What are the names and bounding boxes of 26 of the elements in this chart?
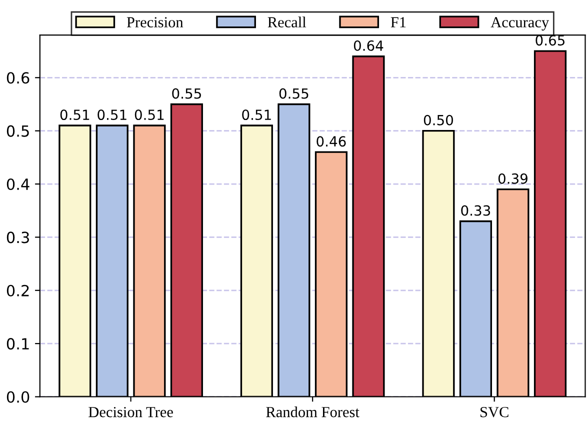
data-label: 0.51 (60, 110, 90, 120)
data-label: 0.55 (172, 88, 201, 99)
data-label: 0.65 (536, 35, 564, 46)
y-tick-label: 0.0 (6, 391, 30, 403)
data-label: 0.64 (354, 40, 384, 51)
legend-label: Recall (268, 16, 306, 28)
data-label: 0.55 (279, 88, 308, 99)
y-tick-label: 0.5 (6, 125, 29, 137)
x-tick-label: Random Forest (266, 406, 360, 418)
y-tick-label: 0.3 (6, 232, 29, 244)
data-label: 0.33 (461, 205, 490, 216)
data-label: 0.46 (316, 136, 346, 147)
data-label: 0.51 (134, 110, 164, 120)
x-tick-label: Decision Tree (88, 406, 173, 418)
y-tick-label: 0.4 (6, 178, 30, 190)
y-tick-label: 0.2 (6, 284, 29, 296)
x-tick-label: SVC (480, 406, 508, 418)
data-label: 0.51 (98, 110, 126, 120)
y-tick-label: 0.6 (6, 72, 30, 84)
legend-label: F1 (390, 17, 406, 28)
legend-label: Accuracy (490, 17, 550, 31)
data-label: 0.39 (498, 173, 528, 184)
y-tick-label: 0.1 (6, 338, 29, 350)
data-label: 0.51 (242, 110, 271, 120)
legend-label: Precision (126, 17, 184, 28)
data-label: 0.50 (424, 114, 453, 126)
